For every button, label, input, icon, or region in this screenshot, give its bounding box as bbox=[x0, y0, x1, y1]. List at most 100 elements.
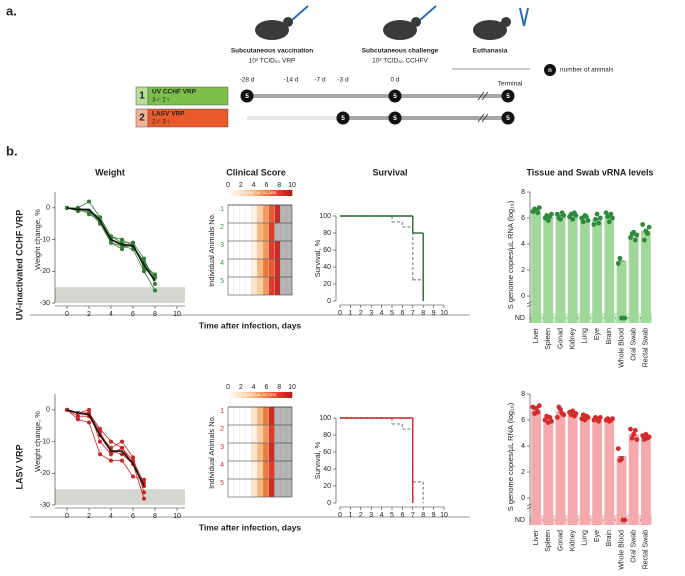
colorbar-segment bbox=[285, 190, 288, 196]
sample-point bbox=[597, 215, 603, 221]
score-cell bbox=[251, 222, 258, 242]
score-cell bbox=[239, 276, 246, 296]
colorbar-tick-label: 4 bbox=[252, 384, 256, 391]
animal-point bbox=[87, 199, 91, 204]
colorbar-segment bbox=[245, 190, 248, 196]
colorbar-segment bbox=[260, 392, 262, 398]
bar bbox=[628, 234, 639, 323]
y-tick-label: 2 bbox=[521, 469, 525, 476]
score-cell bbox=[233, 258, 240, 278]
animal-point bbox=[142, 496, 146, 501]
animal-number: 4 bbox=[220, 260, 224, 267]
score-cell bbox=[262, 478, 269, 498]
bar bbox=[604, 216, 615, 323]
y-tick-label: 0 bbox=[327, 500, 331, 507]
score-cell bbox=[280, 478, 287, 498]
x-tick-label: 9 bbox=[432, 310, 436, 317]
sample-point bbox=[619, 456, 624, 462]
score-cell bbox=[227, 460, 234, 480]
score-cell bbox=[256, 424, 264, 444]
colorbar-segment bbox=[240, 190, 243, 196]
score-cell bbox=[280, 258, 287, 278]
sample-point bbox=[542, 417, 548, 423]
y-axis-title: Survival, % bbox=[313, 441, 322, 479]
colorbar-tick-label: 0 bbox=[226, 182, 230, 189]
mean-line bbox=[66, 207, 156, 282]
animal-number: 3 bbox=[220, 242, 224, 249]
animal-point bbox=[120, 247, 124, 252]
y-axis-title: Individual Animals No. bbox=[207, 213, 216, 287]
x-tick-label: 4 bbox=[109, 311, 113, 318]
score-cell bbox=[262, 276, 269, 296]
category-label: Whole Blood bbox=[618, 328, 625, 368]
sample-point bbox=[594, 211, 600, 217]
timeline-label: 0 d bbox=[390, 77, 399, 84]
score-cell bbox=[251, 240, 258, 260]
row-label: UV-inactivated CCHF VRP bbox=[14, 210, 24, 321]
animal-point bbox=[131, 240, 135, 245]
break-mark bbox=[477, 113, 489, 123]
category-label: Oral Swab bbox=[631, 328, 638, 361]
colorbar-segment bbox=[231, 392, 234, 398]
animal-count: 5 bbox=[341, 115, 345, 122]
colorbar-segment bbox=[237, 190, 240, 196]
score-cell bbox=[239, 460, 246, 480]
colorbar-segment bbox=[264, 190, 267, 196]
x-tick-label: 0 bbox=[338, 512, 342, 519]
x-tick-label: 2 bbox=[359, 310, 363, 317]
colorbar-segment bbox=[244, 392, 246, 398]
x-tick-label: 6 bbox=[400, 310, 404, 317]
timeline-label: -7 d bbox=[314, 77, 326, 84]
score-cell bbox=[245, 240, 252, 260]
sample-point bbox=[561, 412, 567, 418]
score-cell bbox=[268, 222, 275, 242]
bar bbox=[641, 436, 651, 525]
animal-circle bbox=[501, 89, 515, 103]
sample-point bbox=[641, 237, 647, 243]
score-cell bbox=[280, 204, 287, 224]
score-cell bbox=[274, 478, 281, 498]
score-cell bbox=[251, 442, 258, 462]
animal-point bbox=[131, 474, 135, 479]
colorbar-segment bbox=[256, 392, 259, 398]
colorbar-segment bbox=[239, 190, 242, 196]
sample-point bbox=[606, 219, 612, 225]
y-tick-label: 20 bbox=[323, 281, 331, 288]
score-cell bbox=[251, 204, 258, 224]
y-tick-label: -20 bbox=[40, 268, 50, 275]
y-tick-label: 60 bbox=[323, 449, 331, 456]
score-cell bbox=[268, 424, 275, 444]
step-title: Subcutaneous challenge bbox=[362, 48, 439, 55]
y-tick-label: 80 bbox=[323, 432, 331, 439]
x-tick-label: 2 bbox=[87, 311, 91, 318]
x-tick-label: 1 bbox=[348, 310, 352, 317]
colorbar-segment bbox=[280, 392, 283, 398]
bar bbox=[592, 219, 602, 323]
y-tick-label: 0 bbox=[327, 298, 331, 305]
score-cell bbox=[233, 240, 240, 260]
x-tick-label: 0 bbox=[338, 310, 342, 317]
score-cell bbox=[280, 276, 287, 296]
colorbar-segment bbox=[258, 392, 261, 398]
colorbar-segment bbox=[277, 392, 280, 398]
sample-point bbox=[610, 215, 615, 221]
score-cell bbox=[286, 240, 293, 260]
score-cell bbox=[233, 442, 240, 462]
sample-point bbox=[631, 431, 637, 437]
score-cell bbox=[286, 424, 293, 444]
animal-number: 1 bbox=[220, 408, 224, 415]
score-cell bbox=[245, 406, 252, 426]
y-tick-label: -30 bbox=[40, 502, 50, 509]
sample-point bbox=[622, 315, 628, 321]
animal-point bbox=[120, 237, 124, 242]
animal-point bbox=[153, 281, 157, 286]
y-tick-label: 8 bbox=[521, 391, 525, 398]
y-tick-label: 40 bbox=[323, 466, 331, 473]
x-tick-label: 6 bbox=[131, 311, 135, 318]
score-cell bbox=[274, 204, 281, 224]
x-tick-label: 7 bbox=[411, 310, 415, 317]
legend-text: number of animals bbox=[560, 67, 614, 74]
x-tick-label: 3 bbox=[369, 310, 373, 317]
y-tick-label: 8 bbox=[521, 189, 525, 196]
animal-line bbox=[66, 409, 145, 493]
